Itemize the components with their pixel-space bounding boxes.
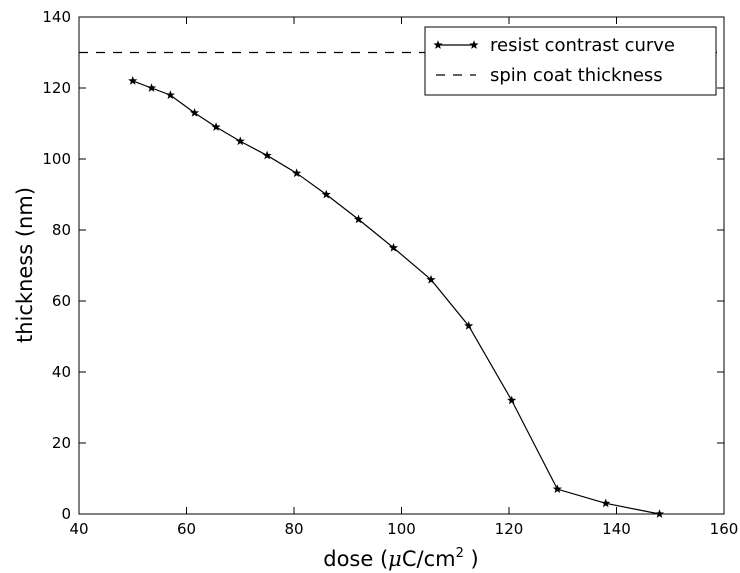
data-point-marker: [426, 274, 436, 284]
data-point-marker: [128, 76, 138, 85]
data-point-marker: [464, 321, 474, 330]
y-axis-label: thickness (nm): [13, 187, 37, 343]
x-axis-label-mu: μ: [388, 547, 402, 571]
data-point-marker: [353, 214, 364, 224]
x-axis-label-unit: C/cm: [402, 547, 456, 571]
data-point-marker: [165, 90, 175, 99]
data-point-marker: [292, 168, 302, 178]
data-point-marker: [262, 150, 272, 160]
y-tick-label: 0: [61, 505, 71, 523]
data-point-marker: [211, 122, 221, 131]
x-tick-label: 100: [387, 520, 416, 538]
data-point-marker: [321, 189, 331, 199]
tick-label-group: 40 60 80 100 120 140 160 0 20 40 60 80 100 120 140: [42, 8, 738, 538]
data-point-marker: [388, 242, 398, 252]
y-tick-label: 120: [42, 79, 71, 97]
data-point-marker: [235, 136, 245, 146]
y-tick-label: 20: [52, 434, 71, 452]
x-axis-label-sup: 2: [456, 546, 464, 561]
data-point-marker: [507, 395, 517, 405]
x-tick-label: 80: [284, 520, 303, 538]
y-tick-label: 80: [52, 221, 71, 239]
x-tick-label: 40: [69, 520, 88, 538]
legend-marker-resist-left: [433, 40, 443, 49]
y-tick-label: 100: [42, 150, 71, 168]
y-tick-label: 60: [52, 292, 71, 310]
legend: resist contrast curve spin coat thicknes…: [424, 26, 717, 96]
x-tick-label: 120: [495, 520, 524, 538]
data-point-marker: [190, 108, 200, 117]
series-layer: [79, 51, 724, 518]
x-tick-label: 160: [710, 520, 739, 538]
data-point-marker: [552, 484, 562, 494]
y-tick-label: 40: [52, 363, 71, 381]
x-axis-label-prefix: dose (: [323, 547, 388, 571]
legend-box: [424, 26, 717, 96]
data-point-marker: [147, 83, 157, 92]
plot-frame: [78, 16, 725, 515]
data-point-marker: [601, 498, 611, 508]
legend-label-spin: spin coat thickness: [490, 65, 663, 86]
x-axis-label-suffix: ): [464, 547, 479, 571]
x-axis-label: dose (μC/cm2 ): [323, 546, 478, 571]
y-tick-label: 140: [42, 8, 71, 26]
legend-marker-resist-right: [469, 40, 479, 49]
legend-label-resist: resist contrast curve: [490, 35, 675, 56]
x-tick-label: 140: [602, 520, 631, 538]
x-tick-label: 60: [177, 520, 196, 538]
